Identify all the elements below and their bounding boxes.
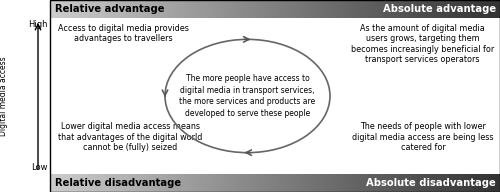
Text: Absolute advantage: Absolute advantage <box>383 4 496 14</box>
Text: The needs of people with lower
digital media access are being less
catered for: The needs of people with lower digital m… <box>352 122 494 152</box>
Text: High: High <box>28 20 48 29</box>
Text: Lower digital media access means
that advantages of the digital world
cannot be : Lower digital media access means that ad… <box>58 122 203 152</box>
Text: Digital media access: Digital media access <box>0 56 8 136</box>
Text: As the amount of digital media
users grows, targeting them
becomes increasingly : As the amount of digital media users gro… <box>351 24 494 64</box>
Text: Relative advantage: Relative advantage <box>55 4 164 14</box>
Text: Absolute disadvantage: Absolute disadvantage <box>366 178 496 188</box>
Text: Relative disadvantage: Relative disadvantage <box>55 178 181 188</box>
Text: Access to digital media provides
advantages to travellers: Access to digital media provides advanta… <box>58 24 189 43</box>
Text: The more people have access to
digital media in transport services,
the more ser: The more people have access to digital m… <box>180 74 316 118</box>
Text: Low: Low <box>32 163 48 172</box>
